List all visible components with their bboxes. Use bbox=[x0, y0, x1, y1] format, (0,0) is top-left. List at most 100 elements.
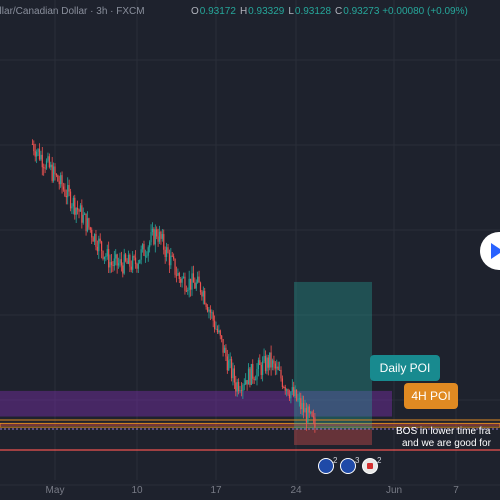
candle bbox=[133, 254, 135, 261]
candle-body bbox=[33, 144, 35, 152]
candle bbox=[88, 217, 90, 230]
candle-body bbox=[233, 368, 235, 383]
candle-body bbox=[185, 290, 187, 292]
candle-body bbox=[38, 148, 41, 160]
bos-note[interactable]: BOS in lower time fra and we are good fo… bbox=[396, 426, 500, 450]
ca-flag-icon[interactable] bbox=[362, 458, 378, 474]
candle-body bbox=[301, 403, 303, 410]
long-position-stop bbox=[294, 429, 372, 445]
x-tick-label: May bbox=[45, 485, 65, 496]
symbol-title: ollar/Canadian Dollar · 3h · FXCM bbox=[0, 6, 145, 17]
candle-body bbox=[205, 303, 207, 307]
play-icon bbox=[491, 243, 500, 259]
close-value: 0.93273 bbox=[343, 6, 380, 17]
candle-body bbox=[167, 247, 169, 253]
candle bbox=[147, 245, 149, 262]
candle-body bbox=[259, 360, 261, 365]
candle bbox=[259, 354, 261, 366]
candle bbox=[249, 367, 251, 388]
candle-body bbox=[303, 403, 305, 413]
candle bbox=[41, 146, 43, 176]
candle bbox=[243, 378, 245, 391]
candle-body bbox=[129, 254, 131, 267]
candle-body bbox=[209, 309, 211, 313]
candle bbox=[140, 245, 142, 265]
candle bbox=[99, 233, 101, 244]
candle-body bbox=[239, 390, 241, 392]
candle bbox=[115, 249, 117, 266]
candle-body bbox=[184, 276, 186, 291]
candle-body bbox=[249, 368, 251, 385]
candle-body bbox=[123, 254, 125, 274]
candle-body bbox=[230, 359, 233, 379]
candle bbox=[81, 199, 83, 229]
candle-body bbox=[144, 255, 146, 257]
candle bbox=[246, 380, 248, 391]
au-flag-icon[interactable] bbox=[318, 458, 334, 474]
high-label: H bbox=[239, 6, 248, 17]
scroll-to-realtime-button[interactable] bbox=[480, 232, 500, 270]
candle-body bbox=[165, 247, 168, 257]
candle bbox=[194, 277, 196, 290]
candle-body bbox=[112, 265, 114, 267]
candle bbox=[221, 334, 223, 343]
candle-body bbox=[232, 368, 234, 379]
candle-body bbox=[89, 227, 91, 230]
candle bbox=[225, 344, 227, 362]
candle bbox=[106, 244, 108, 260]
au-flag-icon[interactable] bbox=[340, 458, 356, 474]
candle bbox=[109, 254, 111, 274]
candle-body bbox=[60, 175, 62, 185]
candle bbox=[277, 361, 279, 371]
candle bbox=[288, 389, 291, 401]
candle-body bbox=[201, 292, 203, 297]
candle bbox=[184, 272, 186, 295]
h4-poi-callout[interactable]: 4H POI bbox=[404, 383, 458, 409]
candle-body bbox=[204, 290, 206, 304]
candle bbox=[134, 250, 137, 269]
candle-body bbox=[284, 387, 286, 391]
candle-body bbox=[236, 381, 238, 392]
candle bbox=[144, 249, 146, 263]
candle-body bbox=[197, 276, 199, 283]
candle bbox=[177, 268, 179, 277]
candle-body bbox=[157, 236, 159, 242]
candle-body bbox=[110, 262, 113, 266]
candle-body bbox=[141, 244, 144, 250]
candle-body bbox=[50, 164, 52, 168]
candle-body bbox=[254, 379, 257, 381]
x-tick-label: Jun bbox=[385, 485, 403, 496]
candle-body bbox=[91, 229, 93, 238]
candle bbox=[79, 203, 82, 212]
candle-body bbox=[58, 181, 60, 185]
candle bbox=[132, 251, 134, 274]
candle bbox=[126, 258, 128, 264]
candle bbox=[38, 143, 41, 161]
candle-body bbox=[72, 197, 74, 207]
candle bbox=[95, 230, 97, 251]
daily-poi-callout[interactable]: Daily POI bbox=[370, 355, 440, 381]
candle-body bbox=[214, 320, 216, 329]
candle-body bbox=[287, 389, 289, 395]
candle bbox=[51, 156, 53, 183]
candle-body bbox=[305, 408, 308, 423]
candle bbox=[137, 259, 139, 273]
candle-body bbox=[291, 387, 293, 392]
candle-body bbox=[61, 175, 63, 187]
candle-body bbox=[140, 249, 142, 260]
candle-body bbox=[263, 355, 265, 362]
candle bbox=[34, 143, 36, 162]
candle-body bbox=[311, 411, 313, 417]
candle bbox=[204, 287, 206, 305]
candle-body bbox=[41, 154, 43, 168]
candle bbox=[86, 211, 89, 233]
candle bbox=[116, 253, 118, 274]
candle bbox=[89, 226, 91, 233]
candle-body bbox=[192, 273, 195, 283]
candle bbox=[146, 251, 148, 259]
candle bbox=[242, 383, 244, 399]
candle-body bbox=[295, 389, 298, 401]
open-value: 0.93172 bbox=[199, 6, 236, 17]
